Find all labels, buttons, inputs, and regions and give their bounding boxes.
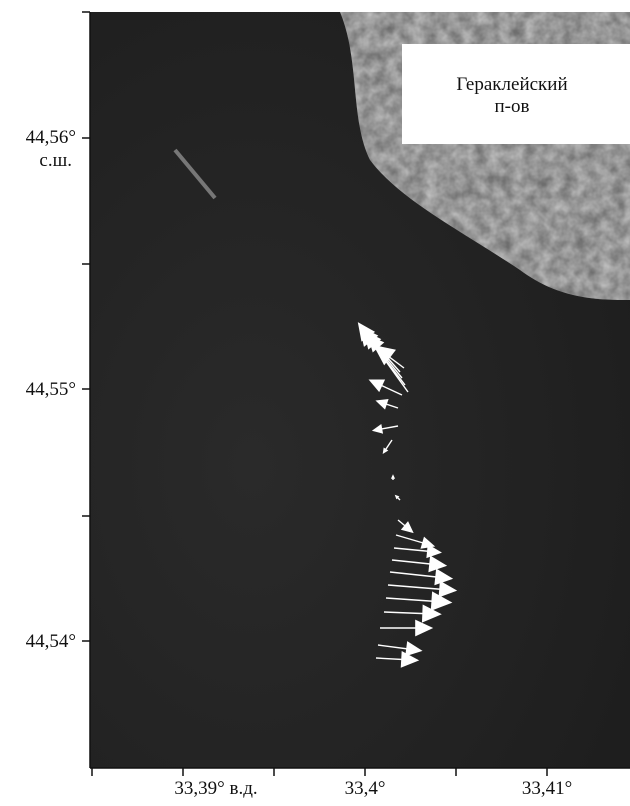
y-tick-label: 44,55° bbox=[26, 379, 76, 400]
y-tick-label: с.ш. bbox=[39, 150, 72, 171]
x-tick-label: 33,39° в.д. bbox=[174, 778, 257, 799]
x-tick-label: 33,4° bbox=[345, 778, 386, 799]
inset-label: Гераклейский bbox=[456, 74, 567, 95]
map-figure: Гераклейский п-ов 44,56° с.ш. 44,55° 44,… bbox=[0, 0, 630, 801]
inset-label: п-ов bbox=[495, 96, 530, 117]
y-tick-label: 44,54° bbox=[26, 631, 76, 652]
y-tick-label: 44,56° bbox=[26, 127, 76, 148]
x-tick-label: 33,41° bbox=[522, 778, 572, 799]
